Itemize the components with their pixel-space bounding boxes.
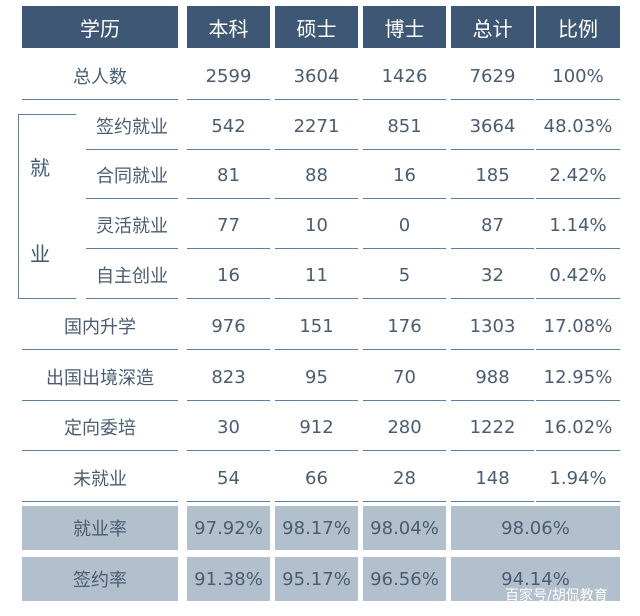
table-cell: 1.14% [536,202,620,249]
table-cell: 851 [363,103,446,150]
table-cell: 48.03% [536,103,620,150]
row-label: 国内升学 [22,303,178,350]
table-cell: 5 [363,252,446,299]
table-cell: 87 [451,202,534,249]
row-label: 签约就业 [86,103,178,150]
table-cell: 3604 [275,53,358,100]
signing-rate-cell: 96.56% [363,557,446,601]
table-cell: 176 [363,303,446,350]
table-cell: 88 [275,152,358,199]
signing-rate-cell: 91.38% [187,557,270,601]
table-cell: 912 [275,404,358,451]
header-benke: 本科 [187,6,270,48]
employment-rate-cell: 97.92% [187,506,270,550]
header-shuoshi: 硕士 [275,6,358,48]
table-cell: 17.08% [536,303,620,350]
signing-rate-cell: 95.17% [275,557,358,601]
group-label-char-2: 业 [30,242,50,266]
header-zongji: 总计 [451,6,534,48]
table-cell: 185 [451,152,534,199]
row-label: 出国出境深造 [22,354,178,401]
table-cell: 2599 [187,53,270,100]
table-cell: 0 [363,202,446,249]
watermark: 百家号/胡侃教育 [505,588,608,604]
row-label: 未就业 [22,455,178,502]
table-cell: 988 [451,354,534,401]
table-cell: 976 [187,303,270,350]
table-cell: 70 [363,354,446,401]
employment-rate-total: 98.06% [451,506,620,550]
table-cell: 100% [536,53,620,100]
table-cell: 7629 [451,53,534,100]
table-cell: 81 [187,152,270,199]
employment-rate-label: 就业率 [22,506,178,550]
group-label-char-1: 就 [30,156,50,180]
row-label: 灵活就业 [86,202,178,249]
table-cell: 823 [187,354,270,401]
table-cell: 30 [187,404,270,451]
employment-rate-cell: 98.17% [275,506,358,550]
table-cell: 2271 [275,103,358,150]
header-xueli: 学历 [22,6,178,48]
row-label: 合同就业 [86,152,178,199]
table-cell: 66 [275,455,358,502]
header-boshi: 博士 [363,6,446,48]
table-cell: 77 [187,202,270,249]
employment-group-bracket [18,114,76,299]
table-cell: 0.42% [536,252,620,299]
table-cell: 3664 [451,103,534,150]
table-cell: 32 [451,252,534,299]
table-cell: 28 [363,455,446,502]
table-cell: 542 [187,103,270,150]
table-cell: 148 [451,455,534,502]
row-label: 定向委培 [22,404,178,451]
table-cell: 16 [363,152,446,199]
signing-rate-label: 签约率 [22,557,178,601]
table-cell: 16.02% [536,404,620,451]
row-label: 自主创业 [86,252,178,299]
employment-rate-cell: 98.04% [363,506,446,550]
table-cell: 54 [187,455,270,502]
table-cell: 1.94% [536,455,620,502]
table-cell: 12.95% [536,354,620,401]
table-cell: 1426 [363,53,446,100]
header-bili: 比例 [536,6,620,48]
signing-rate-total: 94.14% [451,557,620,601]
table-cell: 16 [187,252,270,299]
table-cell: 10 [275,202,358,249]
table-cell: 11 [275,252,358,299]
table-cell: 95 [275,354,358,401]
table-cell: 280 [363,404,446,451]
table-cell: 1222 [451,404,534,451]
row-label: 总人数 [22,53,178,100]
table-cell: 151 [275,303,358,350]
table-cell: 2.42% [536,152,620,199]
table-cell: 1303 [451,303,534,350]
